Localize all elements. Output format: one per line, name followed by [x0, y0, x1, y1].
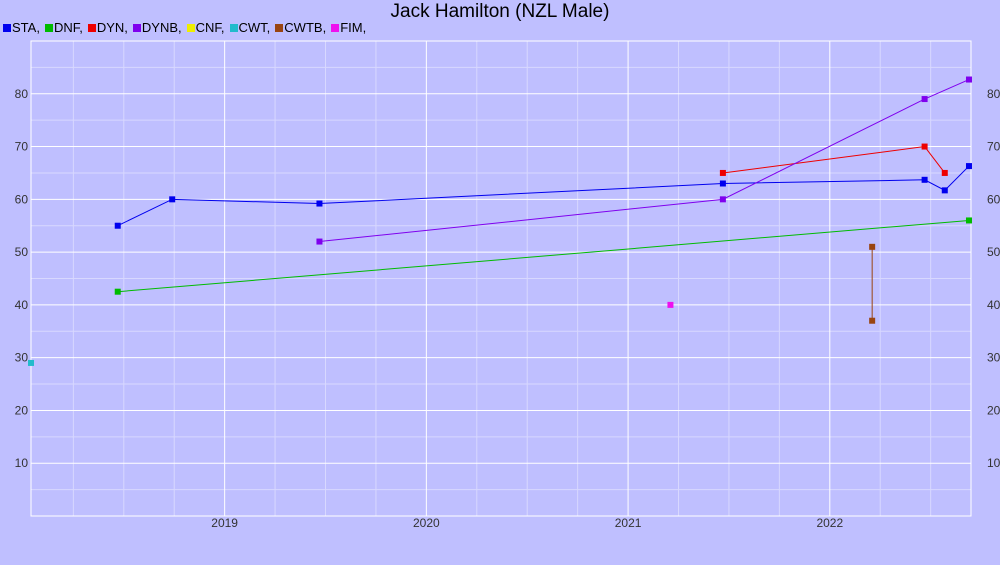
data-point-cwtb [869, 317, 876, 324]
plot-frame [30, 40, 972, 517]
legend-label: DYNB, [141, 20, 182, 35]
y-tick-label-right: 40 [987, 298, 1000, 312]
y-tick-label-right: 20 [987, 403, 1000, 417]
legend-swatch [331, 23, 340, 32]
y-tick-label-right: 50 [987, 245, 1000, 259]
data-point-sta [941, 187, 948, 194]
y-tick-label-left: 60 [15, 192, 29, 206]
legend-label: FIM, [340, 20, 367, 35]
x-tick-label: 2022 [816, 516, 843, 530]
series-line-sta [117, 165, 970, 227]
legend-item-cwtb: CWTB, [275, 20, 326, 35]
y-tick-label-left: 70 [15, 140, 29, 154]
legend-item-fim: FIM, [331, 20, 366, 35]
y-tick-label-left: 40 [15, 298, 29, 312]
y-tick-label-left: 20 [15, 403, 29, 417]
y-tick-label-left: 10 [15, 456, 29, 470]
legend-item-cwt: CWT, [229, 20, 271, 35]
x-tick-label: 2020 [413, 516, 440, 530]
chart-title: Jack Hamilton (NZL Male) [390, 1, 610, 22]
data-point-cwt [28, 359, 34, 366]
legend-swatch [186, 23, 195, 32]
series-line-dynb [319, 79, 970, 243]
legend-item-dynb: DYNB, [132, 20, 182, 35]
data-point-dnf [965, 217, 972, 224]
legend-swatch [87, 23, 96, 32]
legend-label: CWT, [238, 20, 271, 35]
y-tick-label-right: 30 [987, 351, 1000, 365]
legend-swatch [229, 23, 238, 32]
y-tick-label-right: 80 [987, 87, 1000, 101]
data-point-sta [316, 200, 323, 207]
y-tick-label-left: 50 [15, 245, 29, 259]
data-point-sta [965, 163, 972, 170]
data-point-fim [667, 301, 674, 308]
data-point-dyn [719, 169, 726, 176]
legend-swatch [3, 23, 11, 32]
y-tick-label-right: 10 [987, 456, 1000, 470]
y-tick-label-left: 80 [15, 87, 29, 101]
x-tick-label: 2019 [211, 516, 238, 530]
data-point-dyn [921, 143, 928, 150]
data-point-cwtb [869, 243, 876, 250]
series-line-dyn [722, 146, 946, 174]
legend-label: DNF, [53, 20, 83, 35]
y-tick-label-right: 60 [987, 192, 1000, 206]
data-point-dynb [719, 196, 726, 203]
data-point-dyn [941, 169, 948, 176]
data-point-dnf [114, 288, 121, 295]
data-point-sta [114, 222, 121, 229]
legend-label: DYN, [96, 20, 128, 35]
data-point-dynb [965, 76, 972, 83]
legend-label: CNF, [195, 20, 225, 35]
x-tick-label: 2021 [615, 516, 642, 530]
data-point-sta [921, 176, 928, 183]
data-point-sta [169, 196, 176, 203]
data-point-sta [719, 180, 726, 187]
legend-item-dyn: DYN, [87, 20, 128, 35]
series-line-dnf [117, 219, 970, 293]
data-point-dynb [921, 96, 928, 103]
legend-swatch [275, 23, 284, 32]
legend-item-dnf: DNF, [44, 20, 83, 35]
legend-item-sta: STA, [3, 20, 40, 35]
legend-swatch [44, 23, 53, 32]
chart-legend: STA, DNF, DYN, DYNB, CNF, CWT, CWTB, FIM, [3, 20, 371, 35]
legend-swatch [132, 23, 141, 32]
legend-label: STA, [12, 20, 40, 35]
data-point-dynb [316, 238, 323, 245]
y-tick-label-right: 70 [987, 140, 1000, 154]
y-tick-label-left: 30 [15, 351, 29, 365]
legend-item-cnf: CNF, [186, 20, 225, 35]
legend-label: CWTB, [284, 20, 327, 35]
